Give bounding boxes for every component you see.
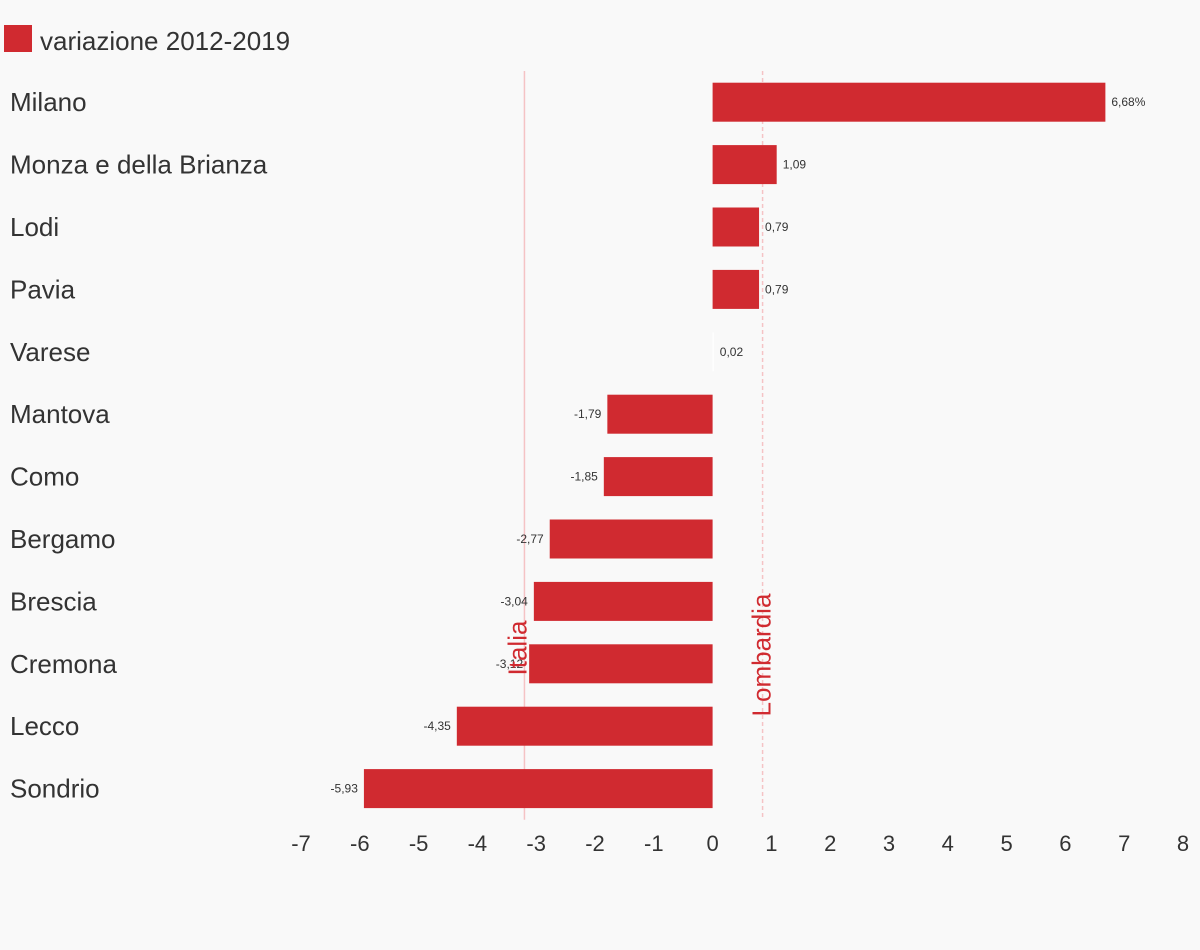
x-tick-label: -4 [468,831,488,856]
bar [607,394,713,434]
x-tick-label: 4 [942,831,954,856]
data-label: -2,77 [516,532,544,546]
category-label: Sondrio [10,774,100,804]
data-label: -4,35 [423,719,451,733]
bar [712,145,777,185]
x-tick-label: -1 [644,831,664,856]
category-labels: Milano Monza e della Brianza Lodi Pavia Vare… [10,87,268,803]
bar [712,207,760,247]
category-label: Cremona [10,649,117,679]
x-tick-label: -5 [409,831,429,856]
x-tick-label: 1 [765,831,777,856]
category-label: Monza e della Brianza [10,150,268,180]
reference-lines [523,71,764,820]
bar [363,769,713,809]
category-label: Lecco [10,711,79,741]
category-label: Como [10,462,79,492]
data-label: -5,93 [331,782,359,796]
x-tick-label: 7 [1118,831,1130,856]
bar [712,332,714,372]
bar [603,457,713,497]
data-label: 0,79 [765,282,789,296]
reference-line-labels: Italia Lombardia [502,593,776,716]
reference-label-italia: Italia [502,620,532,675]
category-label: Pavia [10,274,76,304]
data-label: -1,85 [570,470,598,484]
x-tick-label: 3 [883,831,895,856]
x-axis-ticks: -7 -6 -5 -4 -3 -2 -1 0 1 2 3 4 5 6 7 8 [291,831,1189,856]
legend: variazione 2012-2019 [4,25,290,56]
bar [712,82,1106,122]
category-label: Lodi [10,212,59,242]
bar [456,706,713,746]
category-label: Mantova [10,399,110,429]
bar [549,519,713,559]
x-tick-label: 5 [1000,831,1012,856]
x-tick-label: 0 [706,831,718,856]
data-label: -1,79 [574,407,602,421]
x-tick-label: -7 [291,831,311,856]
x-tick-label: -3 [526,831,546,856]
legend-swatch [4,25,32,52]
category-label: Brescia [10,586,97,616]
category-label: Bergamo [10,524,116,554]
x-tick-label: 6 [1059,831,1071,856]
data-label: 0,02 [720,345,744,359]
x-tick-label: 2 [824,831,836,856]
bar [712,269,760,309]
data-label: 1,09 [783,158,807,172]
category-label: Milano [10,87,87,117]
data-label: 6,68% [1111,95,1145,109]
category-label: Varese [10,337,90,367]
data-label: -3,04 [500,594,528,608]
bar [529,644,713,684]
x-tick-label: 8 [1177,831,1189,856]
reference-label-lombardia: Lombardia [747,593,777,716]
x-tick-label: -6 [350,831,370,856]
x-tick-label: -2 [585,831,605,856]
legend-label: variazione 2012-2019 [40,26,290,56]
bar [533,581,713,621]
data-label: 0,79 [765,220,789,234]
data-label: -3,12 [496,657,524,671]
bars: 6,68% 1,09 0,79 0,79 0,02 -1,79 -1,85 -2,77 -3,0… [331,82,1146,809]
